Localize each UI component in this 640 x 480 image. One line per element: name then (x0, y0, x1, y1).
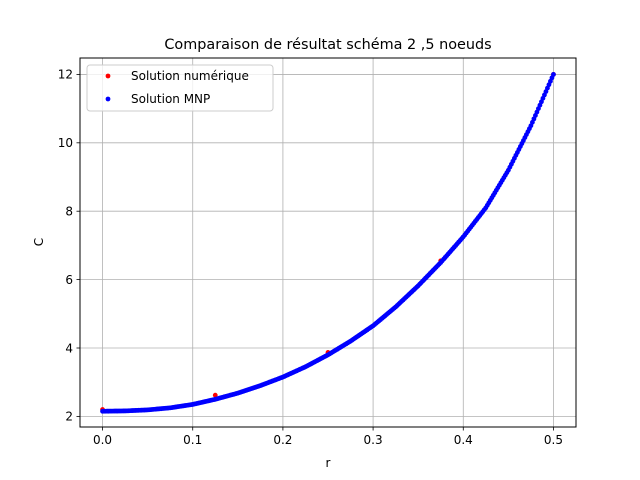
legend-marker-mnp (105, 96, 111, 102)
legend-marker-numerique (105, 73, 111, 79)
x-tick-label: 0.3 (364, 433, 383, 447)
x-tick-label: 0.0 (93, 433, 112, 447)
y-tick-label: 6 (65, 273, 73, 287)
y-tick-label: 8 (65, 205, 73, 219)
x-tick-label: 0.5 (544, 433, 563, 447)
y-tick-label: 4 (65, 341, 73, 355)
plot-frame (79, 57, 577, 428)
legend: Solution numérique Solution MNP (86, 64, 274, 112)
chart-title: Comparaison de résultat schéma 2 ,5 noeu… (164, 37, 491, 53)
grid (80, 58, 576, 427)
x-tick-label: 0.4 (454, 433, 473, 447)
legend-label-mnp: Solution MNP (131, 92, 210, 106)
series-solution-mnp (100, 72, 556, 414)
x-tick-label: 0.1 (183, 433, 202, 447)
y-tick-label: 2 (65, 410, 73, 424)
y-tick-label: 10 (58, 136, 73, 150)
x-tick-label: 0.2 (273, 433, 292, 447)
legend-label-numerique: Solution numérique (131, 69, 249, 83)
y-axis-label: C (32, 238, 46, 246)
x-axis-label: r (326, 456, 331, 470)
data-point-numerique (212, 392, 218, 398)
y-tick-label: 12 (58, 68, 73, 82)
plot-area (100, 72, 556, 414)
data-point-mnp (551, 72, 556, 77)
axis-ticks: 0.0 0.1 0.2 0.3 0.4 0.5 2 4 6 8 10 12 (58, 68, 563, 447)
legend-box (86, 64, 274, 112)
